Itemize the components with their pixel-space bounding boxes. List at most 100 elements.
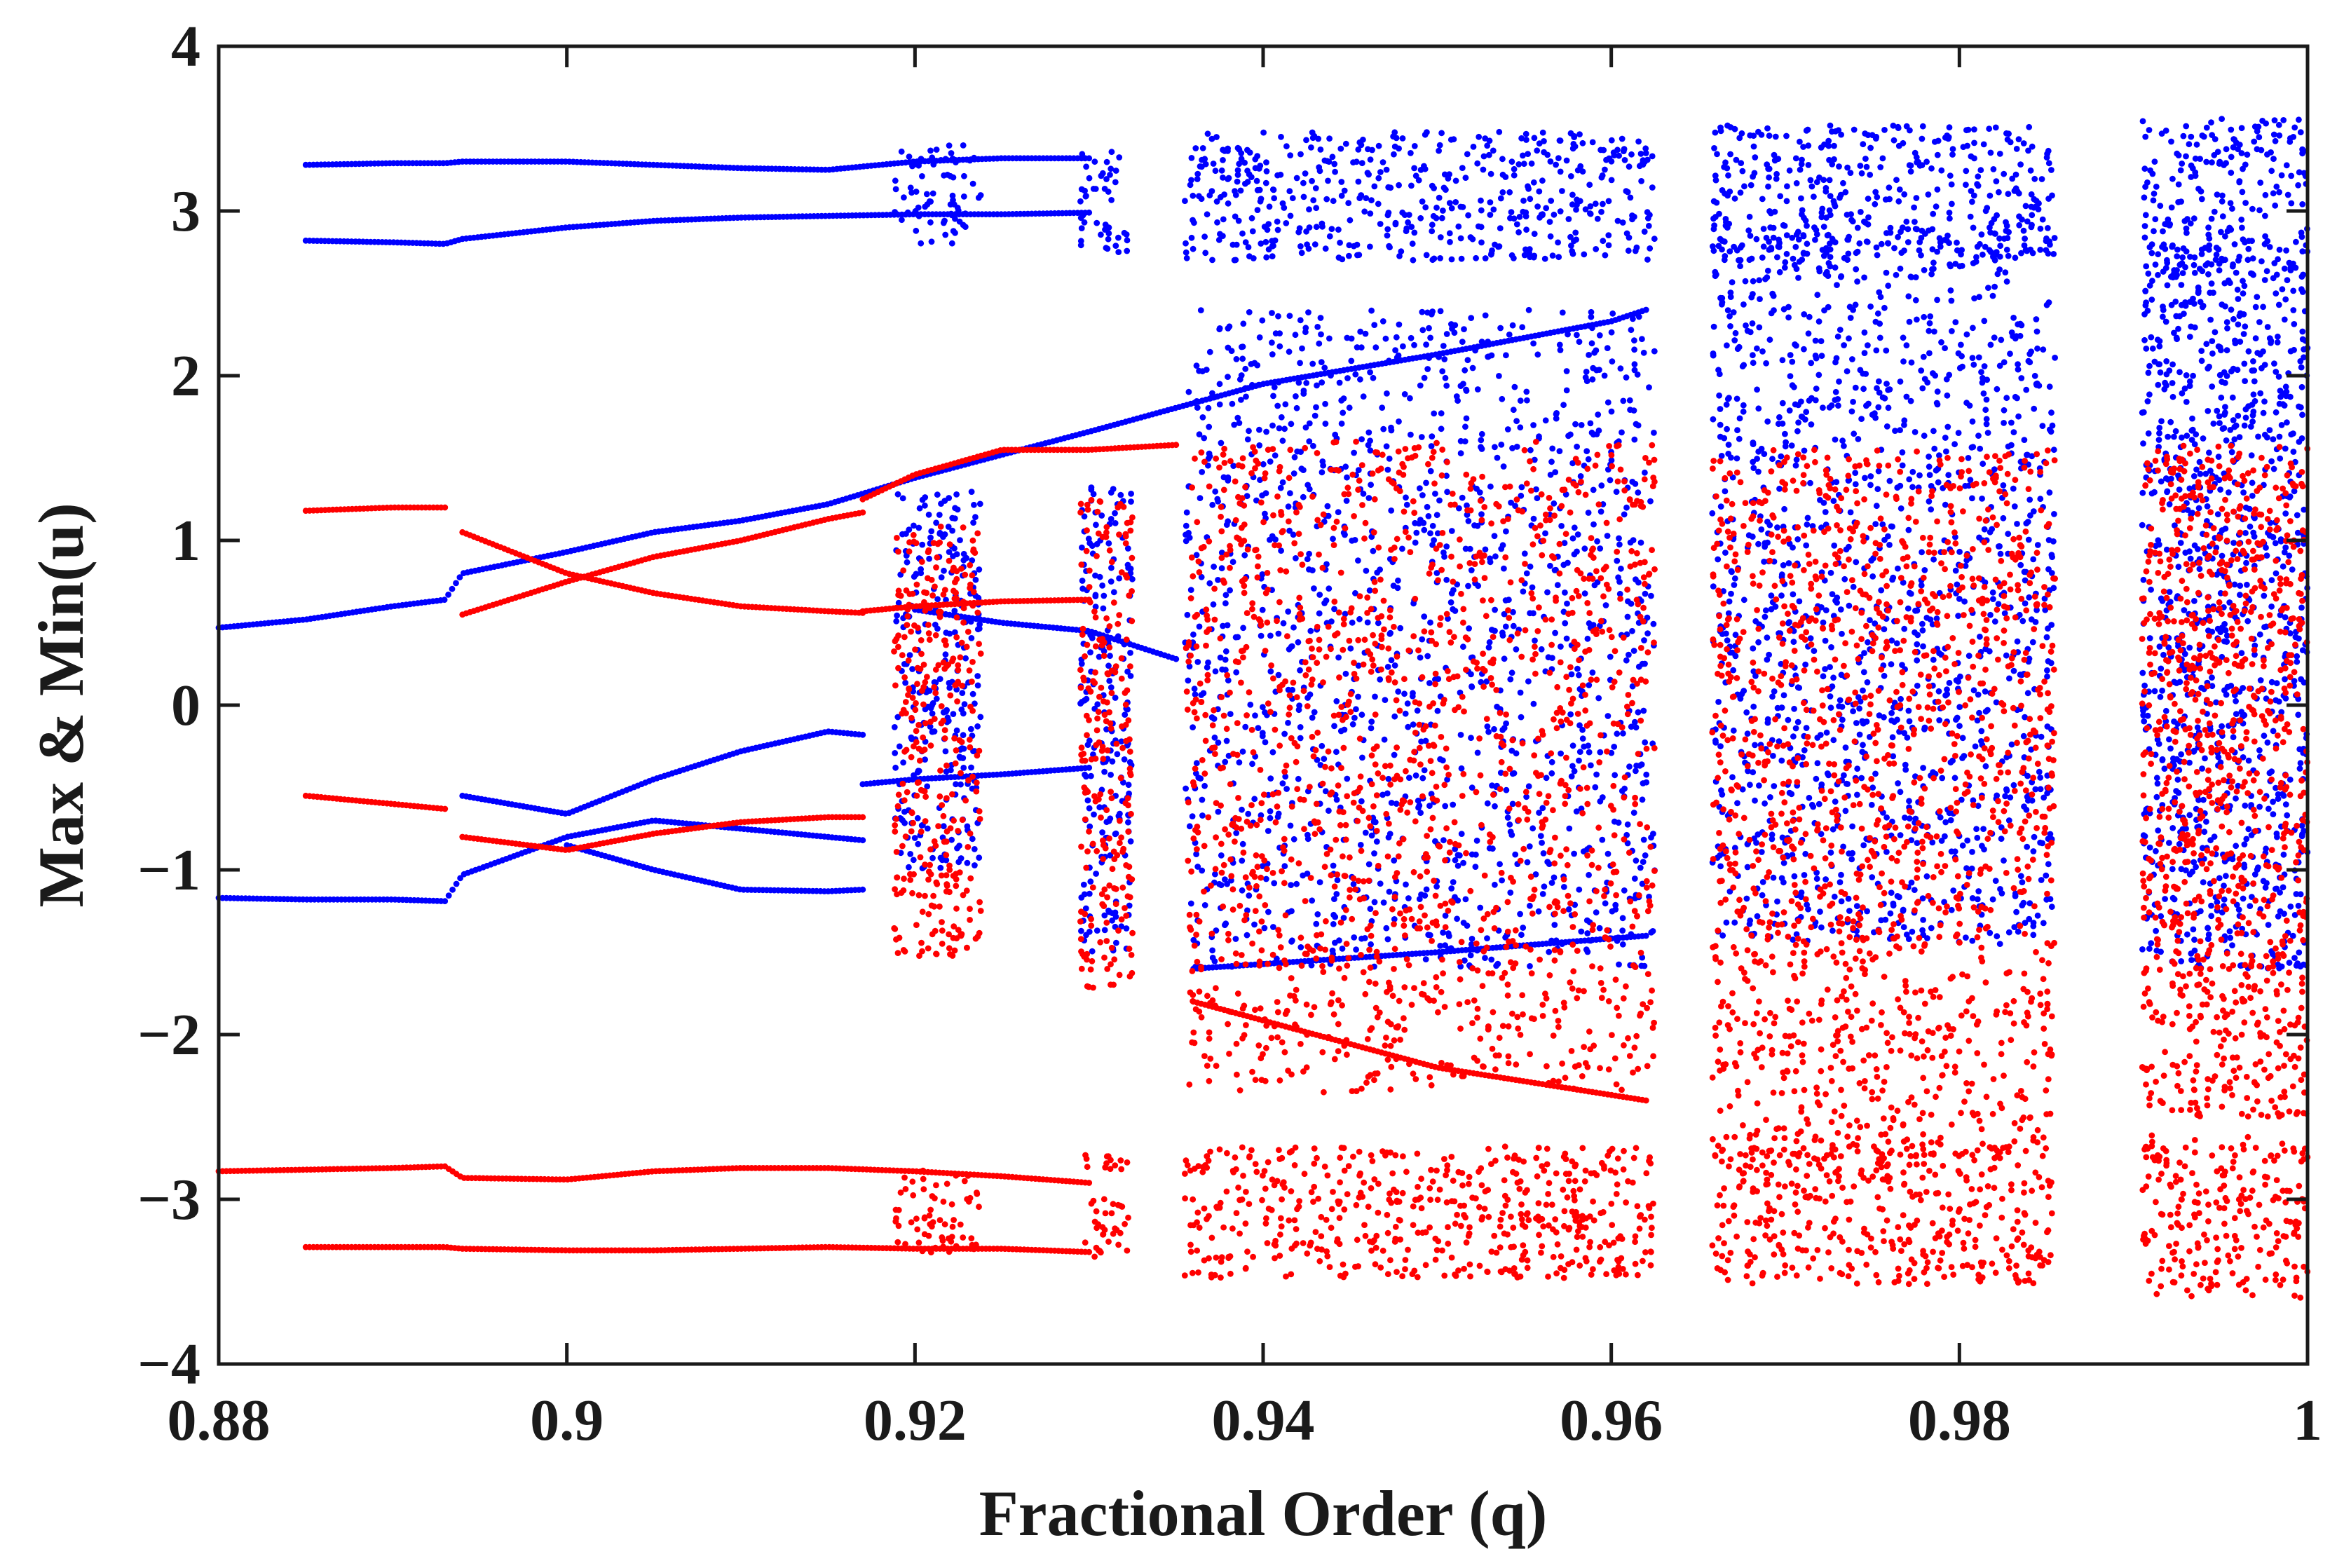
data-point-s0-c1	[932, 621, 939, 628]
data-point-s0-c6	[1990, 166, 1997, 172]
data-point-s0-c7	[1876, 334, 1883, 341]
data-point-s0-c5	[1564, 600, 1570, 607]
data-point-s0-c1	[956, 843, 962, 849]
data-point-s0-c4	[1281, 205, 1288, 211]
data-point-s0-c7	[1969, 418, 1976, 425]
data-point-s0-c4	[1283, 220, 1290, 226]
data-point-s0-c5	[1397, 625, 1404, 632]
data-point-s0-c6	[1725, 172, 1731, 179]
data-point-s0-c5	[1231, 421, 1238, 428]
data-point-s0-c3	[1093, 871, 1099, 877]
data-point-s0-c6	[1949, 200, 1955, 207]
data-point-s0-c7	[2021, 437, 2028, 443]
data-point-s0-c3	[1122, 711, 1129, 718]
data-point-s0-c6	[1786, 167, 1793, 174]
data-point-s0-c1	[941, 567, 947, 574]
data-point-s0-c7	[1752, 797, 1758, 804]
data-point-s0-c5	[1633, 724, 1640, 731]
data-point-s0-c5	[1225, 518, 1232, 525]
data-point-s0-c7	[1846, 602, 1853, 609]
data-point-s0-c3	[1127, 838, 1134, 845]
data-point-s0-c7	[2000, 482, 2007, 489]
data-point-s0-c6	[1851, 126, 1858, 133]
data-point-s0-c5	[1527, 446, 1534, 454]
data-point-s0-c7	[1853, 903, 1860, 909]
data-point-s0-c6	[2005, 191, 2012, 197]
data-point-s0-c5	[1593, 771, 1600, 778]
data-point-s0-c2	[1112, 168, 1119, 174]
data-point-s0-c5	[1293, 404, 1300, 411]
data-point-s0-b2	[449, 585, 456, 592]
data-point-s0-c5	[1488, 956, 1495, 963]
data-point-s0-c5	[1332, 939, 1338, 946]
data-point-s0-c5	[1243, 393, 1249, 400]
data-point-s0-c5	[1552, 629, 1559, 636]
data-point-s0-c5	[1401, 690, 1408, 697]
data-point-s0-c5	[1417, 382, 1424, 389]
data-point-s0-c5	[1507, 829, 1514, 835]
data-point-s0-c1	[915, 840, 922, 847]
data-point-s0-c5	[1377, 676, 1384, 683]
data-point-s0-c6	[1975, 173, 1982, 180]
data-point-s0-c5	[1368, 718, 1375, 725]
data-point-s0-c3	[1108, 684, 1115, 691]
data-point-s0-c6	[1918, 252, 1924, 259]
data-point-s0-c1	[951, 608, 958, 614]
data-point-s0-c7	[1944, 423, 1951, 430]
data-point-s0-c7	[2040, 346, 2047, 353]
data-point-s0-c5	[1316, 592, 1323, 598]
data-point-s0-c0	[901, 194, 907, 201]
data-point-s0-c2	[1086, 175, 1093, 182]
data-point-s0-c5	[1590, 486, 1597, 493]
data-point-s0-c4	[1581, 251, 1588, 258]
data-point-s0-c4	[1534, 147, 1541, 154]
data-point-s0-c5	[1190, 724, 1196, 730]
data-point-s0-c4	[1457, 235, 1464, 242]
data-point-s0-c5	[1388, 657, 1395, 664]
data-point-s0-c1	[927, 534, 934, 541]
data-point-s0-c5	[1640, 859, 1647, 865]
data-point-s0-c5	[1367, 437, 1373, 444]
data-point-s0-c5	[1492, 444, 1498, 451]
data-point-s0-c7	[2037, 247, 2044, 253]
data-point-s0-c7	[1905, 605, 1912, 612]
data-point-s0-c5	[1331, 723, 1337, 730]
data-point-s0-c5	[1530, 422, 1537, 428]
data-point-s0-c7	[2008, 419, 2015, 426]
data-point-s0-c7	[1767, 794, 1773, 800]
data-point-s0-c7	[1969, 849, 1975, 855]
data-point-s0-c4	[1443, 186, 1449, 193]
data-point-s0-c4	[1331, 161, 1338, 168]
data-point-s0-c5	[1626, 651, 1632, 658]
data-point-s0-c6	[1945, 135, 1951, 142]
data-point-s0-c7	[1778, 592, 1785, 599]
data-point-s0-c5	[1571, 850, 1578, 857]
data-point-s0-c4	[1464, 151, 1471, 158]
data-point-s0-b1	[1086, 209, 1093, 216]
data-point-s0-c4	[1266, 203, 1273, 210]
data-point-s0-c4	[1508, 158, 1515, 165]
data-point-s0-c4	[1220, 157, 1226, 163]
data-point-s0-c5	[1353, 946, 1359, 953]
data-point-s0-c5	[1450, 879, 1457, 885]
data-point-s0-c4	[1242, 180, 1248, 187]
data-point-s0-c4	[1231, 257, 1238, 264]
data-point-s0-c7	[1992, 878, 1999, 884]
data-point-s0-c6	[2043, 154, 2050, 161]
data-point-s0-c5	[1385, 834, 1392, 841]
data-point-s0-c7	[1838, 871, 1844, 878]
data-point-s0-c0	[950, 197, 956, 203]
data-point-s0-c7	[1731, 575, 1738, 582]
data-point-s0-c5	[1608, 329, 1615, 336]
data-point-s0-c4	[1507, 214, 1513, 221]
data-point-s0-c7	[1733, 455, 1740, 462]
data-point-s0-c7	[1801, 747, 1808, 754]
data-point-s0-c5	[1297, 360, 1303, 367]
data-point-s0-c4	[1269, 253, 1276, 259]
data-point-s0-c5	[1611, 818, 1618, 825]
data-point-s0-c7	[1945, 472, 1952, 479]
data-point-s0-c7	[1739, 363, 1746, 370]
data-point-s0-c2	[1082, 193, 1089, 200]
data-point-s0-c6	[1887, 224, 1894, 231]
data-point-s0-c6	[1898, 250, 1905, 256]
